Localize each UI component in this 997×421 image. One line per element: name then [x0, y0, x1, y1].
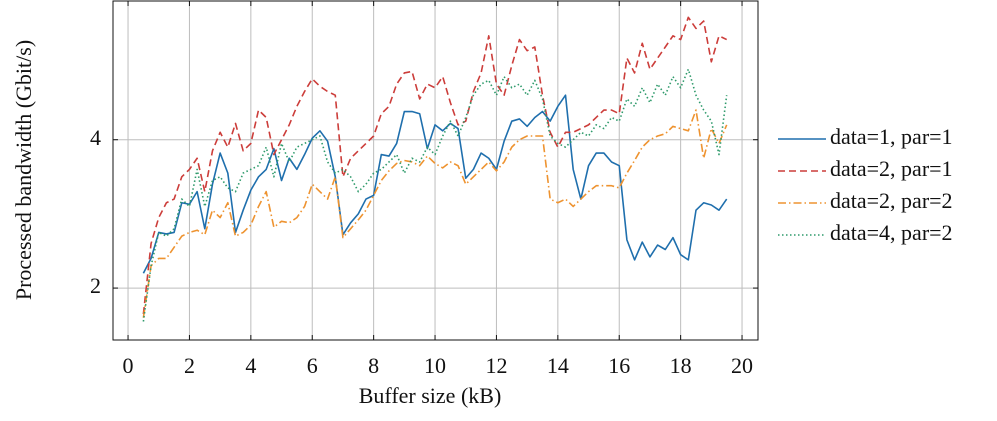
legend-label: data=2, par=1	[830, 156, 953, 181]
y-tick-label: 2	[90, 273, 101, 298]
x-tick-label: 6	[307, 353, 318, 378]
legend-label: data=2, par=2	[830, 188, 953, 213]
x-tick-label: 8	[368, 353, 379, 378]
legend-label: data=1, par=1	[830, 124, 953, 149]
series-line	[142, 68, 728, 322]
x-tick-label: 20	[731, 353, 753, 378]
x-tick-label: 2	[184, 353, 195, 378]
x-tick-label: 18	[670, 353, 692, 378]
x-axis-label: Buffer size (kB)	[359, 383, 502, 408]
x-tick-label: 4	[245, 353, 256, 378]
plot-frame	[112, 0, 759, 341]
y-axis-label: Processed bandwidth (Gbit/s)	[11, 40, 36, 300]
legend: data=1, par=1 data=2, par=1 data=2, par=2 d…	[778, 124, 953, 245]
series-line	[142, 109, 728, 318]
series-line	[142, 94, 728, 274]
x-tick-label: 0	[123, 353, 134, 378]
series-line	[142, 16, 728, 315]
legend-label: data=4, par=2	[830, 220, 953, 245]
x-tick-label: 16	[608, 353, 630, 378]
x-tick-label: 14	[547, 353, 569, 378]
x-tick-label: 10	[424, 353, 446, 378]
x-tick-label: 12	[485, 353, 507, 378]
y-tick-label: 4	[90, 125, 101, 150]
